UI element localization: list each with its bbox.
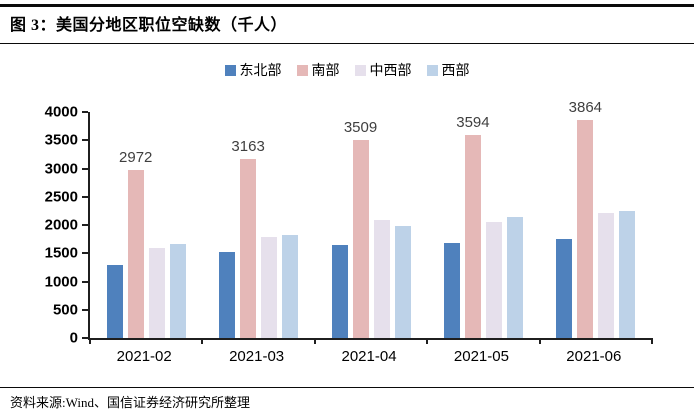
legend-label: 南部 [311,62,340,78]
y-axis-tick [82,111,88,113]
y-axis-tick-label: 0 [69,329,78,347]
legend-label: 中西部 [369,62,412,78]
bar-group: 2972 [90,112,202,338]
bar-group: 3594 [427,112,539,338]
bar-south: 3864 [569,99,602,338]
bar-northeast [556,238,573,338]
legend-item-west: 西部 [426,60,470,80]
chart-legend: 东北部 南部 中西部 西部 [0,60,694,80]
y-axis-tick-label: 4000 [44,103,78,121]
bar-midwest [261,236,278,338]
bar-south: 3594 [456,114,490,338]
x-axis-category-label: 2021-05 [453,348,509,365]
bar-group: 3864 [540,99,652,338]
x-axis-category-label: 2021-02 [116,348,172,365]
x-axis-tick [426,338,429,344]
y-axis-tick-label: 3000 [44,160,78,177]
top-divider [0,4,694,7]
y-axis-tick-label: 500 [52,301,78,319]
legend-swatch-icon [296,64,308,76]
y-axis-tick [82,224,88,226]
bar-west [619,210,636,338]
x-axis-tick [313,338,316,344]
legend-label: 东北部 [239,62,282,78]
bar-west [394,225,411,338]
bar-west [282,235,299,338]
legend-swatch-icon [426,64,438,76]
bar-northeast [443,242,460,338]
bar-northeast [331,245,348,338]
x-axis-category-label: 2021-03 [229,348,285,365]
legend-item-south: 南部 [296,60,340,80]
legend-item-northeast: 东北部 [224,60,282,80]
x-axis-tick [201,338,204,344]
legend-label: 西部 [441,62,470,78]
x-axis-category-label: 2021-04 [341,348,397,365]
data-label: 3864 [568,98,603,116]
bar-midwest [485,221,502,338]
bar-groups: 2972 3163 3509 3594 3864 [90,99,652,338]
bar-midwest [148,247,165,338]
bar-west [169,243,186,338]
legend-swatch-icon [354,64,366,76]
y-axis-tick [82,252,88,255]
data-label: 2972 [119,149,153,167]
legend-swatch-icon [224,64,236,76]
bar-northeast [219,251,236,338]
data-label: 3163 [231,138,265,156]
data-label: 3594 [456,113,490,131]
title-divider [0,43,694,44]
x-axis-labels: 2021-02 2021-03 2021-04 2021-05 2021-06 [88,348,650,365]
bar-group: 3509 [315,112,427,338]
source-divider [0,387,694,388]
source-note: 资料来源:Wind、国信证券经济研究所整理 [10,395,250,410]
y-axis-tick-label: 1500 [44,244,78,262]
bar-northeast [106,264,123,338]
y-axis-tick-label: 3500 [44,131,78,149]
y-axis-tick-label: 2000 [44,216,78,234]
y-axis-tick [82,280,88,283]
data-label: 3509 [343,118,378,136]
x-axis-tick [651,338,653,344]
y-axis-tick [82,167,88,170]
plot-area: 2972 3163 3509 3594 3864 0 500 1000 1500 2000 250… [45,99,653,346]
bar-midwest [598,212,615,338]
bar-south: 3509 [344,119,377,338]
y-axis-tick [82,139,88,142]
x-axis-tick [89,338,91,344]
y-axis-tick [82,337,88,339]
bar-midwest [373,219,390,338]
y-axis-tick [82,195,88,198]
x-axis-tick [538,338,541,344]
y-axis-tick-label: 1000 [44,273,78,290]
figure-title: 图 3：美国分地区职位空缺数（千人） [10,17,288,34]
bar-south: 3163 [231,138,265,338]
bar-west [506,217,523,338]
legend-item-midwest: 中西部 [354,60,412,80]
bar-group: 3163 [202,112,314,338]
y-axis-tick [82,308,88,311]
x-axis-category-label: 2021-06 [566,348,622,365]
bar-south: 2972 [119,149,152,338]
y-axis-tick-label: 2500 [44,188,78,206]
